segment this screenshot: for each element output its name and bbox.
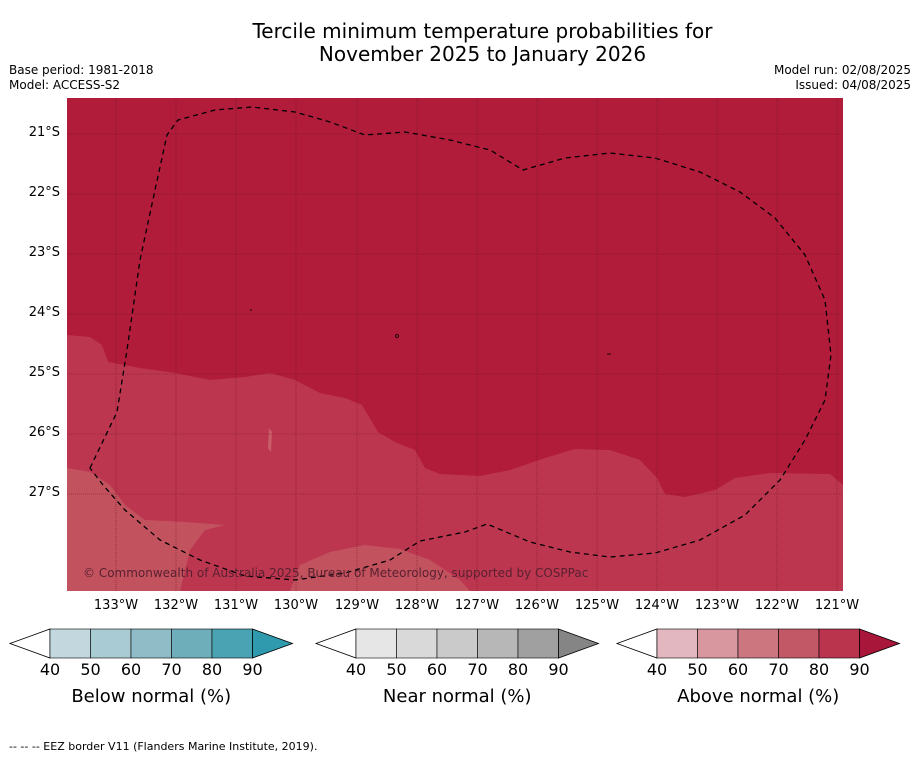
- issued-date: Issued: 04/08/2025: [795, 78, 911, 92]
- longitude-label: 129°W: [334, 598, 380, 613]
- colorbar-tick: 60: [426, 660, 448, 679]
- colorbar-label: Below normal (%): [71, 686, 232, 707]
- colorbar-tick: 80: [201, 660, 223, 679]
- colorbar-segment: [436, 628, 478, 659]
- colorbar-tick: 70: [161, 660, 182, 679]
- low-probability-zone: [67, 468, 225, 591]
- colorbar-segment: [656, 628, 698, 659]
- meta-right: Model run: 02/08/2025 Issued: 04/08/2025: [774, 63, 911, 93]
- latitude-label: 25°S: [28, 365, 60, 380]
- colorbar-tick: 40: [646, 660, 668, 679]
- colorbar-segment: [818, 628, 860, 659]
- base-period: Base period: 1981-2018: [9, 63, 154, 77]
- colorbar-tick: 80: [507, 660, 529, 679]
- colorbar-tick: 70: [768, 660, 789, 679]
- colorbars: [8, 628, 901, 659]
- longitude-label: 125°W: [574, 598, 620, 613]
- colorbar-segment: [130, 628, 172, 659]
- colorbar-over-arrow: [859, 628, 901, 659]
- colorbar-tick: 50: [80, 660, 101, 679]
- chart-title: Tercile minimum temperature probabilitie…: [0, 20, 919, 66]
- colorbar-segment: [778, 628, 820, 659]
- colorbar-tick: 60: [120, 660, 142, 679]
- latitude-label: 22°S: [28, 185, 60, 200]
- latitude-label: 26°S: [28, 425, 60, 440]
- colorbar-tick: 90: [548, 660, 569, 679]
- longitude-label: 126°W: [514, 598, 560, 613]
- longitude-label: 127°W: [454, 598, 500, 613]
- latitude-label: 23°S: [28, 245, 60, 260]
- colorbar-tick: 40: [39, 660, 61, 679]
- colorbar-tick: 90: [849, 660, 870, 679]
- meta-left: Base period: 1981-2018 Model: ACCESS-S2: [9, 63, 154, 93]
- longitude-label: 122°W: [754, 598, 800, 613]
- colorbar-over-arrow: [558, 628, 600, 659]
- colorbar-tick: 80: [808, 660, 830, 679]
- colorbar-segment: [49, 628, 91, 659]
- model-name: Model: ACCESS-S2: [9, 78, 121, 92]
- colorbar-tick: 60: [727, 660, 749, 679]
- longitude-label: 130°W: [273, 598, 319, 613]
- longitude-label: 121°W: [814, 598, 860, 613]
- eez-border: [89, 106, 832, 581]
- colorbar-segment: [211, 628, 253, 659]
- longitude-label: 124°W: [634, 598, 680, 613]
- gridlines: [67, 98, 843, 591]
- mid-probability-zone: [67, 335, 843, 591]
- island-marker: [395, 334, 399, 338]
- model-run: Model run: 02/08/2025: [773, 63, 911, 77]
- title-line-2: November 2025 to January 2026: [318, 42, 647, 66]
- colorbar-under-arrow: [615, 628, 658, 659]
- latitude-label: 27°S: [28, 485, 60, 500]
- low-probability-zone-south: [290, 545, 470, 591]
- copyright-note: © Commonwealth of Australia 2025, Bureau…: [83, 566, 588, 580]
- colorbar-under-arrow: [314, 628, 357, 659]
- colorbar-label: Above normal (%): [677, 686, 840, 707]
- longitude-label: 123°W: [694, 598, 740, 613]
- colorbar-under-arrow: [8, 628, 51, 659]
- colorbar-tick: 50: [386, 660, 407, 679]
- colorbar-over-arrow: [252, 628, 294, 659]
- colorbar-segment: [90, 628, 132, 659]
- colorbar-tick: 90: [242, 660, 263, 679]
- colorbar-tick: 50: [687, 660, 708, 679]
- latitude-label: 24°S: [28, 305, 60, 320]
- colorbar-segment: [171, 628, 213, 659]
- title-line-1: Tercile minimum temperature probabilitie…: [252, 19, 713, 43]
- longitude-label: 133°W: [93, 598, 139, 613]
- colorbar-segment: [477, 628, 519, 659]
- longitude-label: 128°W: [394, 598, 440, 613]
- latitude-label: 21°S: [28, 125, 60, 140]
- colorbar-tick: 40: [345, 660, 367, 679]
- colorbar-segment: [396, 628, 438, 659]
- footnote: -- -- -- EEZ border V11 (Flanders Marine…: [9, 740, 318, 753]
- colorbar-segment: [517, 628, 559, 659]
- colorbar-tick: 70: [467, 660, 488, 679]
- colorbar-label: Near normal (%): [382, 686, 532, 707]
- colorbar-segment: [697, 628, 739, 659]
- colorbar-segment: [355, 628, 397, 659]
- longitude-label: 131°W: [213, 598, 259, 613]
- colorbar-segment: [737, 628, 779, 659]
- longitude-label: 132°W: [153, 598, 199, 613]
- island-marker: [250, 309, 252, 311]
